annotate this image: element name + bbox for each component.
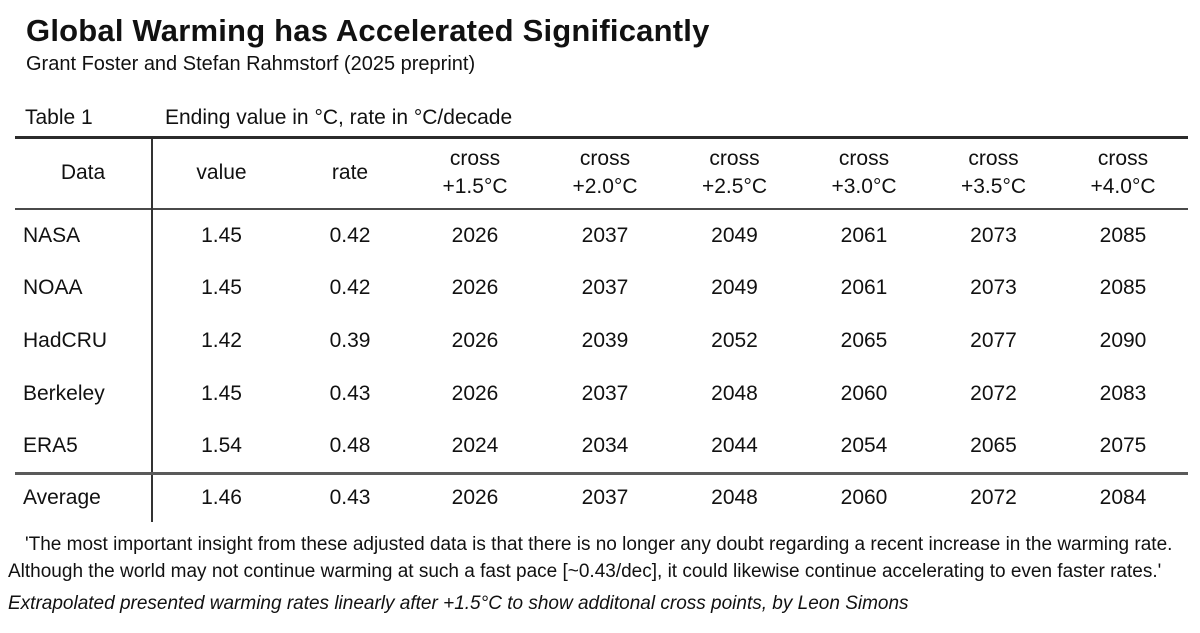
table-cell: 1.45 bbox=[201, 223, 242, 247]
table-cell: 2026 bbox=[451, 382, 499, 405]
table-cell: 2061 bbox=[840, 276, 888, 299]
table-cell: 2048 bbox=[711, 382, 758, 405]
table-cell: 2083 bbox=[1099, 382, 1147, 405]
table-cell: 2044 bbox=[711, 434, 758, 458]
quote-block: 'The most important insight from these a… bbox=[8, 531, 1200, 585]
column-header-value: value bbox=[196, 161, 247, 185]
table-cell: 0.43 bbox=[329, 382, 371, 405]
table-cell: 2075 bbox=[1099, 434, 1147, 458]
table-cell: 2072 bbox=[970, 486, 1017, 510]
page: Global Warming has Accelerated Significa… bbox=[0, 13, 1200, 615]
column-header-cross-3-0: cross +3.0°C bbox=[831, 147, 897, 199]
table-cell: 2090 bbox=[1099, 329, 1147, 352]
table-cell: 2085 bbox=[1099, 276, 1147, 299]
table-header-row: Data value rate cross +1.5°C cross +2.0°… bbox=[15, 137, 1188, 209]
column-header-data: Data bbox=[15, 137, 153, 209]
table-cell: 0.42 bbox=[329, 276, 371, 299]
table-cell: 0.48 bbox=[329, 434, 371, 458]
table-cell: 1.45 bbox=[201, 382, 242, 405]
row-label: Berkeley bbox=[15, 367, 153, 421]
table-cell: 2039 bbox=[581, 329, 629, 352]
table-cell: 0.42 bbox=[329, 223, 371, 247]
column-header-cross-3-5: cross +3.5°C bbox=[960, 147, 1027, 199]
table-cell: 2026 bbox=[451, 486, 499, 510]
table-cell: 2072 bbox=[970, 382, 1017, 405]
table-row-noaa: NOAA 1.45 0.42 2026 2037 2049 2061 2073 … bbox=[15, 261, 1188, 315]
row-label: Average bbox=[15, 473, 153, 522]
quote-line-2: Although the world may not continue warm… bbox=[8, 560, 1162, 582]
table-cell: 1.45 bbox=[201, 276, 242, 299]
table-cell: 2026 bbox=[451, 329, 499, 352]
table-label: Table 1 bbox=[25, 106, 93, 129]
table-cell: 2054 bbox=[840, 434, 888, 458]
table-cell: 2060 bbox=[840, 382, 888, 405]
table-row-hadcru: HadCRU 1.42 0.39 2026 2039 2052 2065 207… bbox=[15, 314, 1188, 368]
row-label: NASA bbox=[15, 208, 153, 262]
table-cell: 2065 bbox=[970, 434, 1017, 458]
table-cell: 2060 bbox=[840, 486, 888, 510]
table-cell: 2049 bbox=[711, 276, 758, 299]
table-cell: 2037 bbox=[581, 382, 629, 405]
table-cell: 2037 bbox=[581, 223, 629, 247]
table-cell: 2049 bbox=[711, 223, 758, 247]
table-row-nasa: NASA 1.45 0.42 2026 2037 2049 2061 2073 … bbox=[15, 208, 1188, 262]
page-title: Global Warming has Accelerated Significa… bbox=[26, 13, 710, 48]
column-header-cross-2-5: cross +2.5°C bbox=[701, 147, 768, 199]
table-cell: 2026 bbox=[451, 276, 499, 299]
table-cell: 1.46 bbox=[201, 486, 242, 510]
row-label: ERA5 bbox=[15, 420, 153, 474]
row-label: NOAA bbox=[15, 261, 153, 315]
table-cell: 1.54 bbox=[201, 434, 242, 458]
table-caption-row: Table 1 Ending value in °C, rate in °C/d… bbox=[25, 105, 1200, 130]
quote-line-1: 'The most important insight from these a… bbox=[25, 533, 1173, 555]
data-table: Data value rate cross +1.5°C cross +2.0°… bbox=[15, 136, 1188, 522]
row-label: HadCRU bbox=[15, 314, 153, 368]
table-cell: 2048 bbox=[711, 486, 758, 510]
footnote: Extrapolated presented warming rates lin… bbox=[8, 592, 909, 614]
column-header-cross-2-0: cross +2.0°C bbox=[572, 147, 638, 199]
table-caption: Ending value in °C, rate in °C/decade bbox=[165, 106, 513, 129]
column-header-cross-4-0: cross +4.0°C bbox=[1090, 147, 1156, 199]
page-subtitle: Grant Foster and Stefan Rahmstorf (2025 … bbox=[26, 53, 476, 75]
table-cell: 2024 bbox=[451, 434, 499, 458]
table-cell: 2077 bbox=[970, 329, 1017, 352]
table-row-era5: ERA5 1.54 0.48 2024 2034 2044 2054 2065 … bbox=[15, 420, 1188, 474]
table-cell: 2037 bbox=[581, 276, 629, 299]
table-cell: 2061 bbox=[840, 223, 888, 247]
table-cell: 2052 bbox=[711, 329, 758, 352]
table-cell: 2065 bbox=[840, 329, 888, 352]
table-cell: 0.43 bbox=[329, 486, 371, 510]
table-cell: 2037 bbox=[581, 486, 629, 510]
table-cell: 2073 bbox=[970, 276, 1017, 299]
table-row-berkeley: Berkeley 1.45 0.43 2026 2037 2048 2060 2… bbox=[15, 367, 1188, 421]
table-cell: 2073 bbox=[970, 223, 1017, 247]
table-cell: 2085 bbox=[1099, 223, 1147, 247]
table-cell: 2034 bbox=[581, 434, 629, 458]
table-row-average: Average 1.46 0.43 2026 2037 2048 2060 20… bbox=[15, 473, 1188, 522]
table-cell: 2084 bbox=[1099, 486, 1147, 510]
table-cell: 2026 bbox=[451, 223, 499, 247]
column-header-rate: rate bbox=[331, 161, 369, 185]
table-cell: 0.39 bbox=[329, 329, 371, 352]
column-header-cross-1-5: cross +1.5°C bbox=[442, 147, 508, 199]
table-cell: 1.42 bbox=[201, 329, 242, 352]
